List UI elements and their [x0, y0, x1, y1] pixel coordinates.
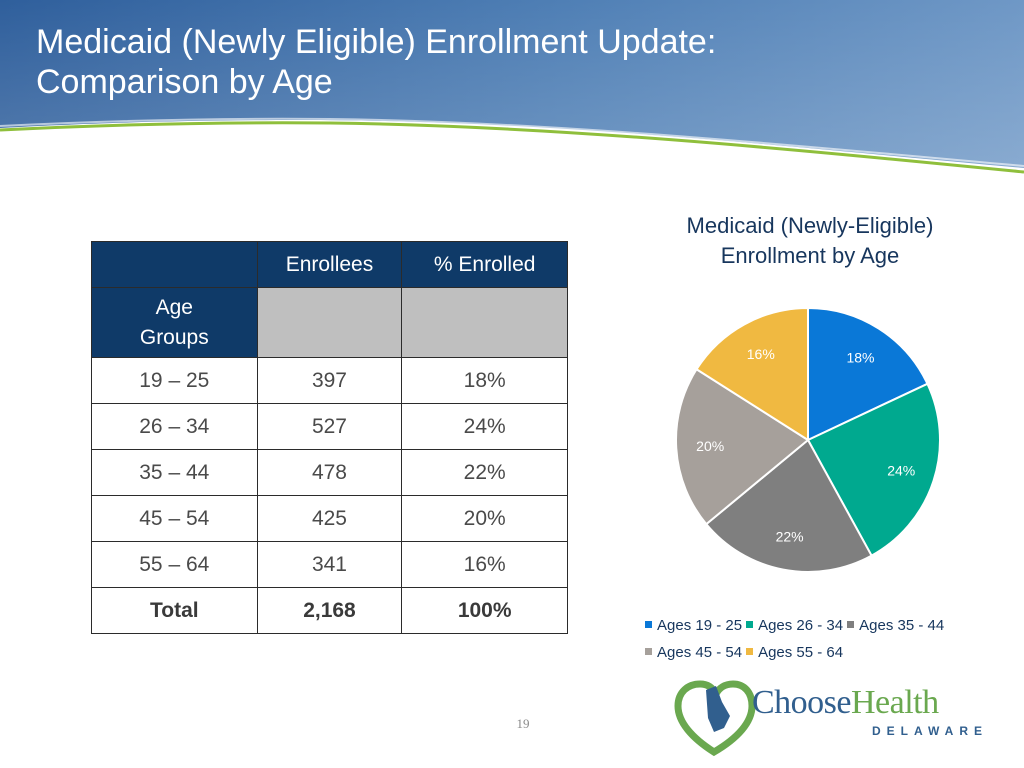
pie-slice-3	[704, 438, 873, 573]
header-band	[0, 0, 1024, 174]
logo-word-choose: Choose	[752, 684, 852, 721]
table-header-enrollees: Enrollees	[256, 241, 403, 288]
row-age-group: 35 – 44	[91, 449, 258, 496]
table-total-row: Total 2,168 100%	[91, 587, 568, 634]
row-enrollees: 397	[256, 357, 403, 404]
legend-label: Ages 45 - 54	[657, 644, 743, 661]
title-line-1: Medicaid (Newly Eligible) Enrollment Upd…	[36, 23, 717, 61]
age-groups-label-line-2: Groups	[139, 325, 209, 349]
total-percent: 100%	[401, 587, 568, 634]
row-age-group: 45 – 54	[91, 495, 258, 542]
legend-item-5: Ages 55 - 64	[746, 639, 843, 666]
age-groups-label: Age Groups	[91, 287, 258, 358]
row-percent: 16%	[401, 541, 568, 588]
total-label: Total	[91, 587, 258, 634]
pie-slice-4	[675, 367, 810, 526]
pie-data-label-2: 24%	[887, 462, 915, 478]
pie-data-label-4: 20%	[696, 438, 724, 454]
legend-swatch-icon	[645, 648, 652, 655]
row-enrollees: 478	[256, 449, 403, 496]
legend-item-3: Ages 35 - 44	[847, 612, 944, 639]
pie-data-label-1: 18%	[846, 349, 874, 365]
legend-swatch-icon	[847, 621, 855, 628]
pie-data-label-3: 22%	[776, 528, 804, 544]
table-header-percent: % Enrolled	[401, 241, 568, 288]
row-age-group: 26 – 34	[91, 403, 258, 450]
table-empty-cell	[256, 287, 403, 358]
table-header-row: Enrollees % Enrolled	[91, 241, 568, 288]
row-enrollees: 425	[256, 495, 403, 542]
legend-label: Ages 19 - 25	[657, 617, 743, 634]
table-empty-cell	[401, 287, 568, 358]
row-enrollees: 527	[256, 403, 403, 450]
enrollment-table: Enrollees % Enrolled Age Groups 19 – 25 …	[91, 241, 568, 634]
table-row: 35 – 44 478 22%	[91, 449, 568, 496]
legend-label: Ages 35 - 44	[859, 617, 945, 634]
pie-slice-1	[807, 306, 929, 442]
row-percent: 18%	[401, 357, 568, 404]
row-age-group: 19 – 25	[91, 357, 258, 404]
total-enrollees: 2,168	[256, 587, 403, 634]
legend-item-1: Ages 19 - 25	[645, 612, 742, 639]
pie-data-label-5: 16%	[747, 346, 775, 362]
page-number: 19	[516, 716, 530, 731]
row-age-group: 55 – 64	[91, 541, 258, 588]
table-row: 55 – 64 341 16%	[91, 541, 568, 588]
chart-legend: Ages 19 - 25 Ages 26 - 34 Ages 35 - 44 Ages…	[645, 612, 1005, 666]
title-line-2: Comparison by Age	[36, 63, 333, 101]
legend-label: Ages 55 - 64	[758, 644, 844, 661]
table-row: 45 – 54 425 20%	[91, 495, 568, 542]
logo-subtitle: DELAWARE	[872, 724, 989, 738]
table-row: 19 – 25 397 18%	[91, 357, 568, 404]
logo-wordmark: ChooseHealth	[752, 684, 939, 722]
row-percent: 20%	[401, 495, 568, 542]
legend-swatch-icon	[746, 648, 754, 655]
legend-label: Ages 26 - 34	[758, 617, 844, 634]
choosehealth-logo-icon	[674, 680, 756, 757]
chart-title-line-2: Enrollment by Age	[720, 243, 900, 268]
row-percent: 24%	[401, 403, 568, 450]
chart-title-line-1: Medicaid (Newly-Eligible)	[686, 213, 934, 238]
row-percent: 22%	[401, 449, 568, 496]
legend-swatch-icon	[746, 621, 754, 628]
table-row: 26 – 34 527 24%	[91, 403, 568, 450]
row-enrollees: 341	[256, 541, 403, 588]
slide-title: Medicaid (Newly Eligible) Enrollment Upd…	[36, 22, 936, 102]
pie-slice-2	[806, 382, 941, 558]
legend-swatch-icon	[645, 621, 652, 628]
legend-item-2: Ages 26 - 34	[746, 612, 843, 639]
logo-word-health: Health	[851, 684, 939, 721]
table-subheader-row: Age Groups	[91, 287, 568, 358]
chart-title: Medicaid (Newly-Eligible) Enrollment by …	[620, 211, 1000, 271]
pie-slice-5	[695, 306, 809, 442]
table-header-cell	[91, 241, 258, 288]
age-groups-label-line-1: Age	[155, 295, 193, 319]
legend-item-4: Ages 45 - 54	[645, 639, 742, 666]
